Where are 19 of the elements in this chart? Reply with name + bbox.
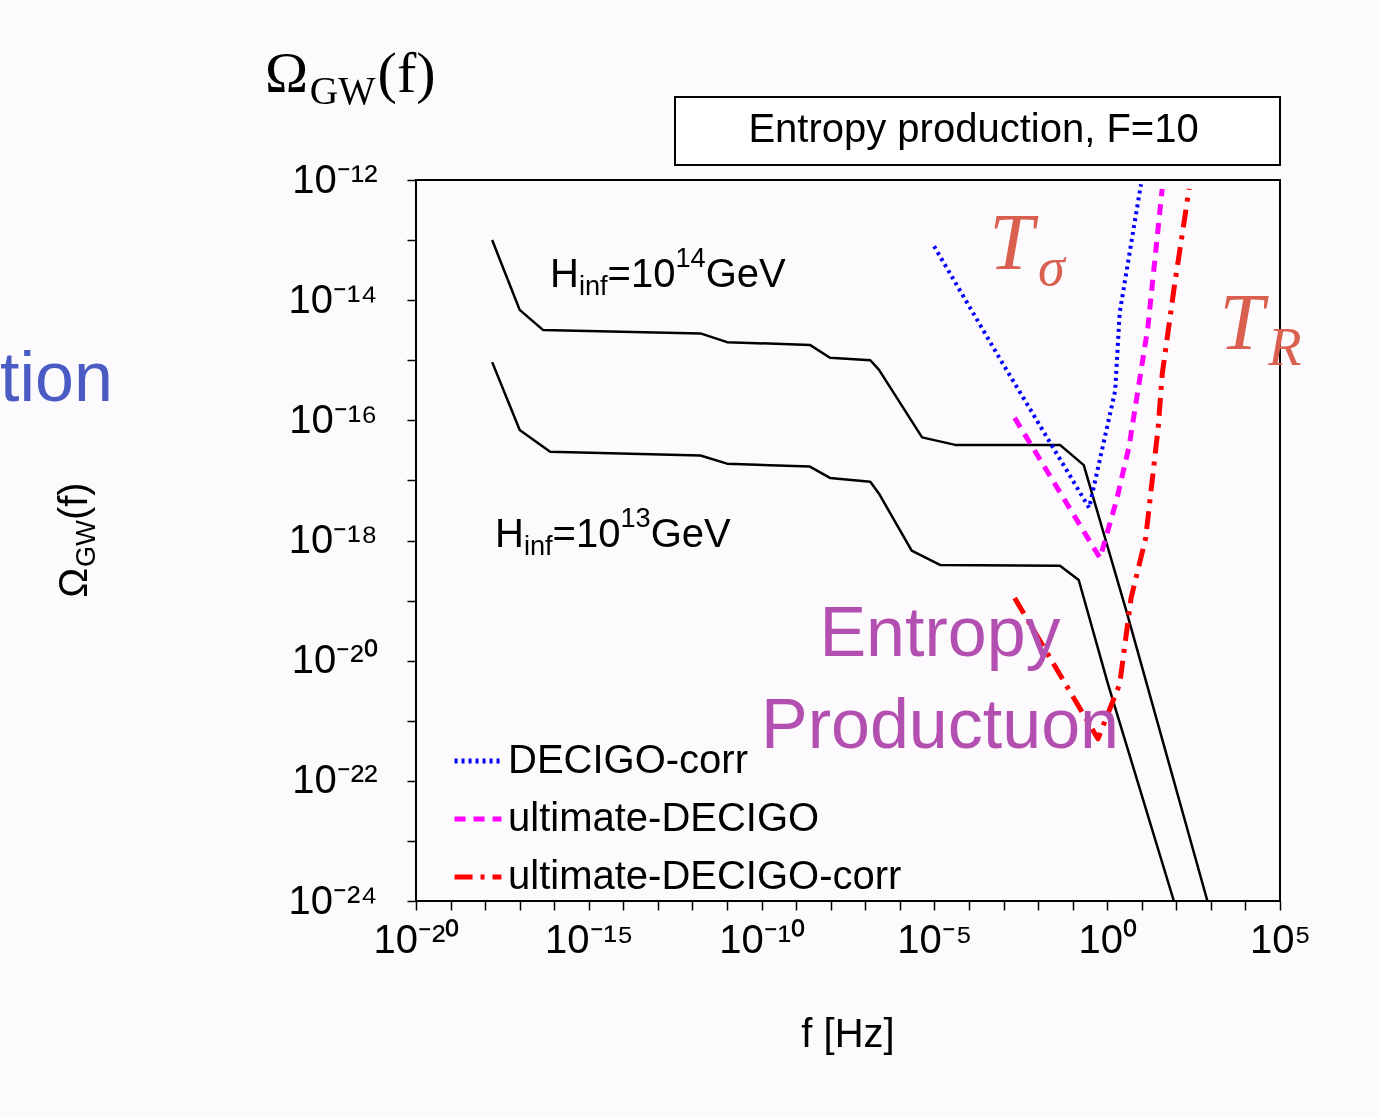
text: Entropy production, F=10 — [748, 106, 1199, 150]
y-tick-label: 10⁻²² — [292, 757, 378, 802]
x-tick-label: 10⁵ — [1249, 916, 1312, 961]
y-tick-label: 10⁻¹⁶ — [289, 396, 378, 441]
annotation: Entropy Productuon — [760, 593, 1120, 763]
x-tick-label: 10⁻¹⁵ — [545, 916, 634, 961]
y-axis-title: ΩGW(f) — [51, 482, 101, 598]
y-tick-label: 10⁻¹² — [292, 156, 378, 201]
legend-label: ultimate-DECIGO — [508, 795, 820, 839]
x-tick-label: 10⁻⁵ — [897, 916, 973, 961]
y-tick-label: 10⁻¹⁴ — [288, 276, 378, 321]
x-axis-title: f [Hz] — [801, 1011, 895, 1055]
y-tick-label: 10⁻¹⁸ — [288, 517, 378, 561]
text: tion — [0, 338, 113, 416]
legend-label: DECIGO-corr — [508, 737, 748, 781]
legend-label: ultimate-DECIGO-corr — [508, 853, 902, 897]
x-tick-label: 10⁻¹⁰ — [719, 916, 806, 961]
x-tick-label: 10⁰ — [1078, 916, 1137, 961]
y-tick-label: 10⁻²⁰ — [291, 637, 378, 682]
